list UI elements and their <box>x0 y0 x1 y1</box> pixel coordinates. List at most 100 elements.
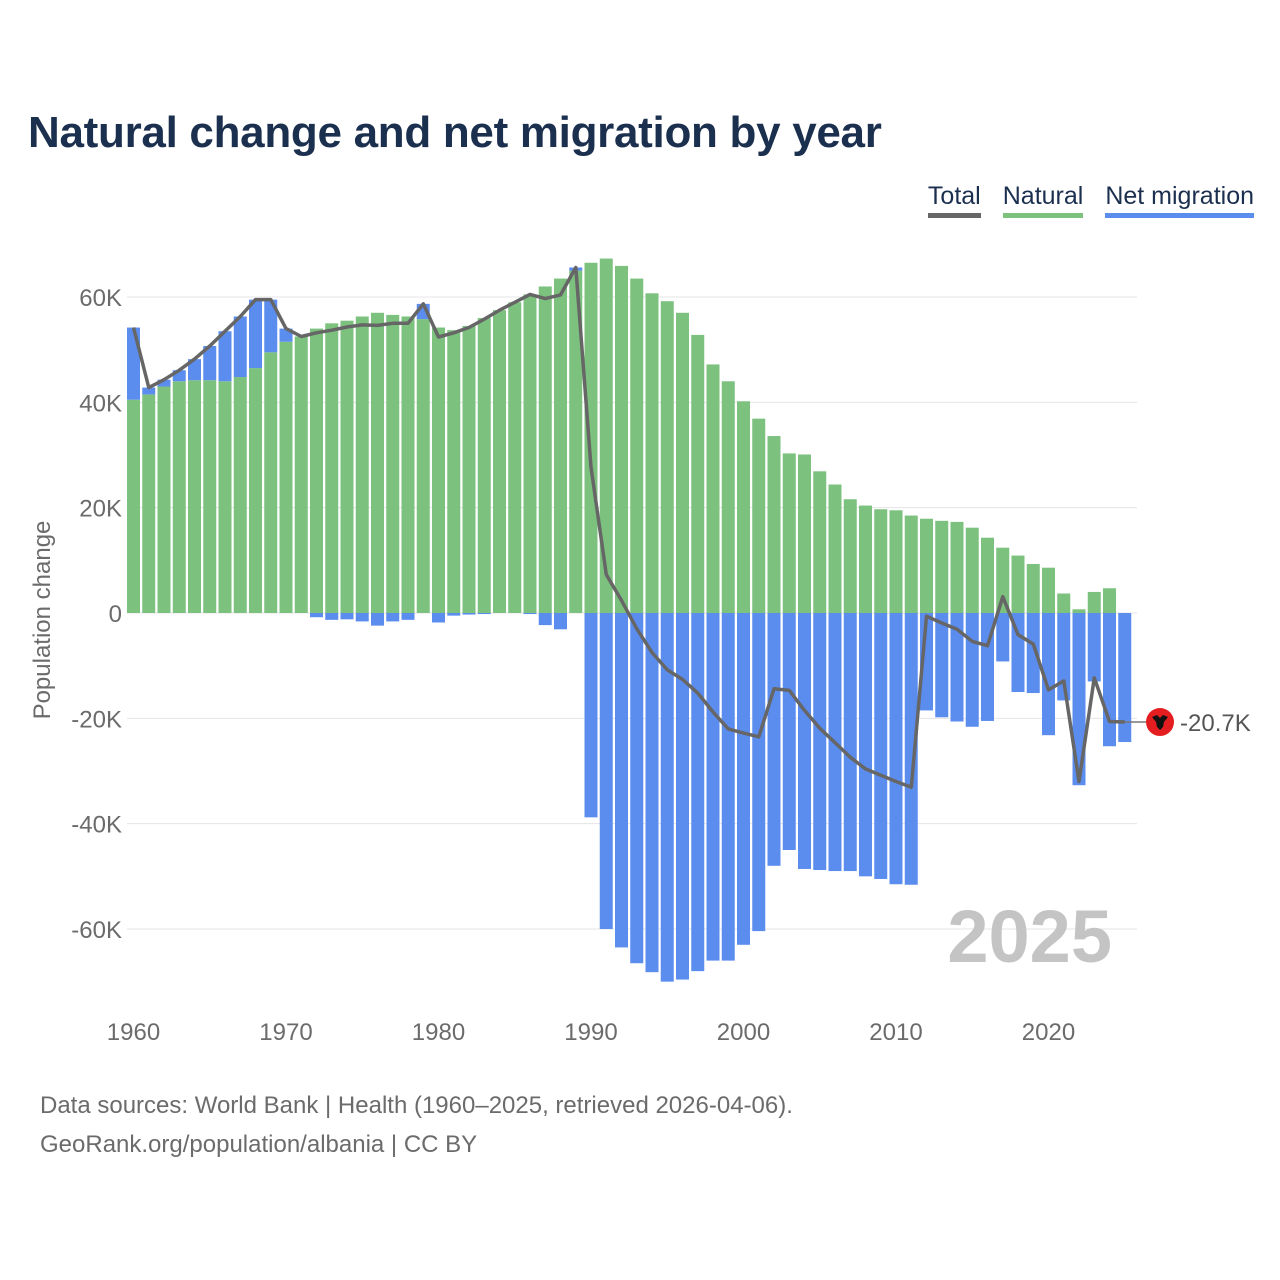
natural-bar[interactable] <box>691 334 705 613</box>
natural-bar[interactable] <box>1072 609 1086 613</box>
net-migration-bar[interactable] <box>432 613 445 623</box>
net-migration-bar[interactable] <box>340 613 354 620</box>
natural-bar[interactable] <box>401 316 415 613</box>
natural-bar[interactable] <box>249 368 262 613</box>
net-migration-bar[interactable] <box>355 613 369 622</box>
net-migration-bar[interactable] <box>462 613 476 615</box>
net-migration-bar[interactable] <box>371 613 384 626</box>
net-migration-bar[interactable] <box>172 370 186 382</box>
natural-bar[interactable] <box>386 314 400 613</box>
net-migration-bar[interactable] <box>554 613 567 630</box>
net-migration-bar[interactable] <box>325 613 339 620</box>
natural-bar[interactable] <box>462 325 476 613</box>
net-migration-bar[interactable] <box>950 613 964 722</box>
net-migration-bar[interactable] <box>1087 613 1101 682</box>
legend-total[interactable]: Total <box>927 182 981 218</box>
net-migration-bar[interactable] <box>1042 613 1055 736</box>
natural-bar[interactable] <box>615 265 628 613</box>
net-migration-bar[interactable] <box>737 613 750 945</box>
net-migration-bar[interactable] <box>233 316 247 378</box>
natural-bar[interactable] <box>752 418 766 613</box>
natural-bar[interactable] <box>447 330 461 613</box>
net-migration-bar[interactable] <box>477 613 491 615</box>
net-migration-bar[interactable] <box>264 299 278 353</box>
natural-bar[interactable] <box>233 377 247 613</box>
net-migration-bar[interactable] <box>935 613 949 718</box>
natural-bar[interactable] <box>203 380 217 613</box>
natural-bar[interactable] <box>950 521 964 613</box>
natural-bar[interactable] <box>599 258 613 613</box>
natural-bar[interactable] <box>569 270 583 613</box>
footer-credit[interactable]: GeoRank.org/population/albania | CC BY <box>40 1131 478 1158</box>
net-migration-bar[interactable] <box>706 613 720 961</box>
natural-bar[interactable] <box>660 301 674 613</box>
natural-bar[interactable] <box>142 394 156 613</box>
natural-bar[interactable] <box>1026 564 1040 613</box>
natural-bar[interactable] <box>172 381 186 613</box>
net-migration-bar[interactable] <box>721 613 735 961</box>
net-migration-bar[interactable] <box>767 613 781 866</box>
natural-bar[interactable] <box>523 294 537 613</box>
net-migration-bar[interactable] <box>813 613 827 871</box>
legend-net-migration[interactable]: Net migration <box>1105 182 1254 218</box>
natural-bar[interactable] <box>996 547 1010 613</box>
net-migration-bar[interactable] <box>798 613 811 869</box>
net-migration-bar[interactable] <box>889 613 903 885</box>
natural-bar[interactable] <box>798 454 811 613</box>
natural-bar[interactable] <box>782 453 796 613</box>
natural-bar[interactable] <box>645 293 659 613</box>
net-migration-bar[interactable] <box>874 613 888 879</box>
net-migration-bar[interactable] <box>1072 613 1086 786</box>
net-migration-bar[interactable] <box>447 613 461 616</box>
natural-bar[interactable] <box>828 484 842 613</box>
net-migration-bar[interactable] <box>203 345 217 381</box>
natural-bar[interactable] <box>676 312 689 613</box>
net-migration-bar[interactable] <box>859 613 872 877</box>
natural-bar[interactable] <box>127 399 140 613</box>
net-migration-bar[interactable] <box>676 613 689 980</box>
net-migration-bar[interactable] <box>904 613 918 885</box>
natural-bar[interactable] <box>630 278 644 613</box>
natural-bar[interactable] <box>904 515 918 613</box>
net-migration-bar[interactable] <box>752 613 766 932</box>
net-migration-bar[interactable] <box>996 613 1010 662</box>
net-migration-bar[interactable] <box>310 613 323 618</box>
net-migration-bar[interactable] <box>538 613 552 626</box>
natural-bar[interactable] <box>813 471 827 613</box>
natural-bar[interactable] <box>767 436 781 613</box>
natural-bar[interactable] <box>325 323 339 613</box>
natural-bar[interactable] <box>218 381 232 613</box>
net-migration-bar[interactable] <box>691 613 705 972</box>
natural-bar[interactable] <box>874 509 888 613</box>
natural-bar[interactable] <box>965 527 979 613</box>
net-migration-bar[interactable] <box>401 613 415 620</box>
natural-bar[interactable] <box>706 364 720 613</box>
natural-bar[interactable] <box>188 380 201 613</box>
natural-bar[interactable] <box>538 286 552 613</box>
net-migration-bar[interactable] <box>843 613 857 872</box>
natural-bar[interactable] <box>1011 555 1025 613</box>
natural-bar[interactable] <box>859 505 872 613</box>
natural-bar[interactable] <box>310 328 323 613</box>
natural-bar[interactable] <box>935 520 949 613</box>
net-migration-bar[interactable] <box>218 331 232 382</box>
natural-bar[interactable] <box>889 510 903 613</box>
net-migration-bar[interactable] <box>584 613 598 818</box>
net-migration-bar[interactable] <box>1026 613 1040 694</box>
net-migration-bar[interactable] <box>660 613 674 982</box>
natural-bar[interactable] <box>1087 591 1101 613</box>
net-migration-bar[interactable] <box>599 613 613 929</box>
net-migration-bar[interactable] <box>386 613 400 622</box>
legend-natural[interactable]: Natural <box>1002 182 1084 218</box>
net-migration-bar[interactable] <box>1103 613 1116 747</box>
natural-bar[interactable] <box>737 401 750 613</box>
net-migration-bar[interactable] <box>965 613 979 727</box>
natural-bar[interactable] <box>584 262 598 613</box>
natural-bar[interactable] <box>1057 593 1071 613</box>
natural-bar[interactable] <box>355 316 369 613</box>
net-migration-bar[interactable] <box>782 613 796 850</box>
net-migration-bar[interactable] <box>645 613 659 973</box>
natural-bar[interactable] <box>157 386 171 613</box>
natural-bar[interactable] <box>493 310 506 613</box>
natural-bar[interactable] <box>1103 588 1116 613</box>
